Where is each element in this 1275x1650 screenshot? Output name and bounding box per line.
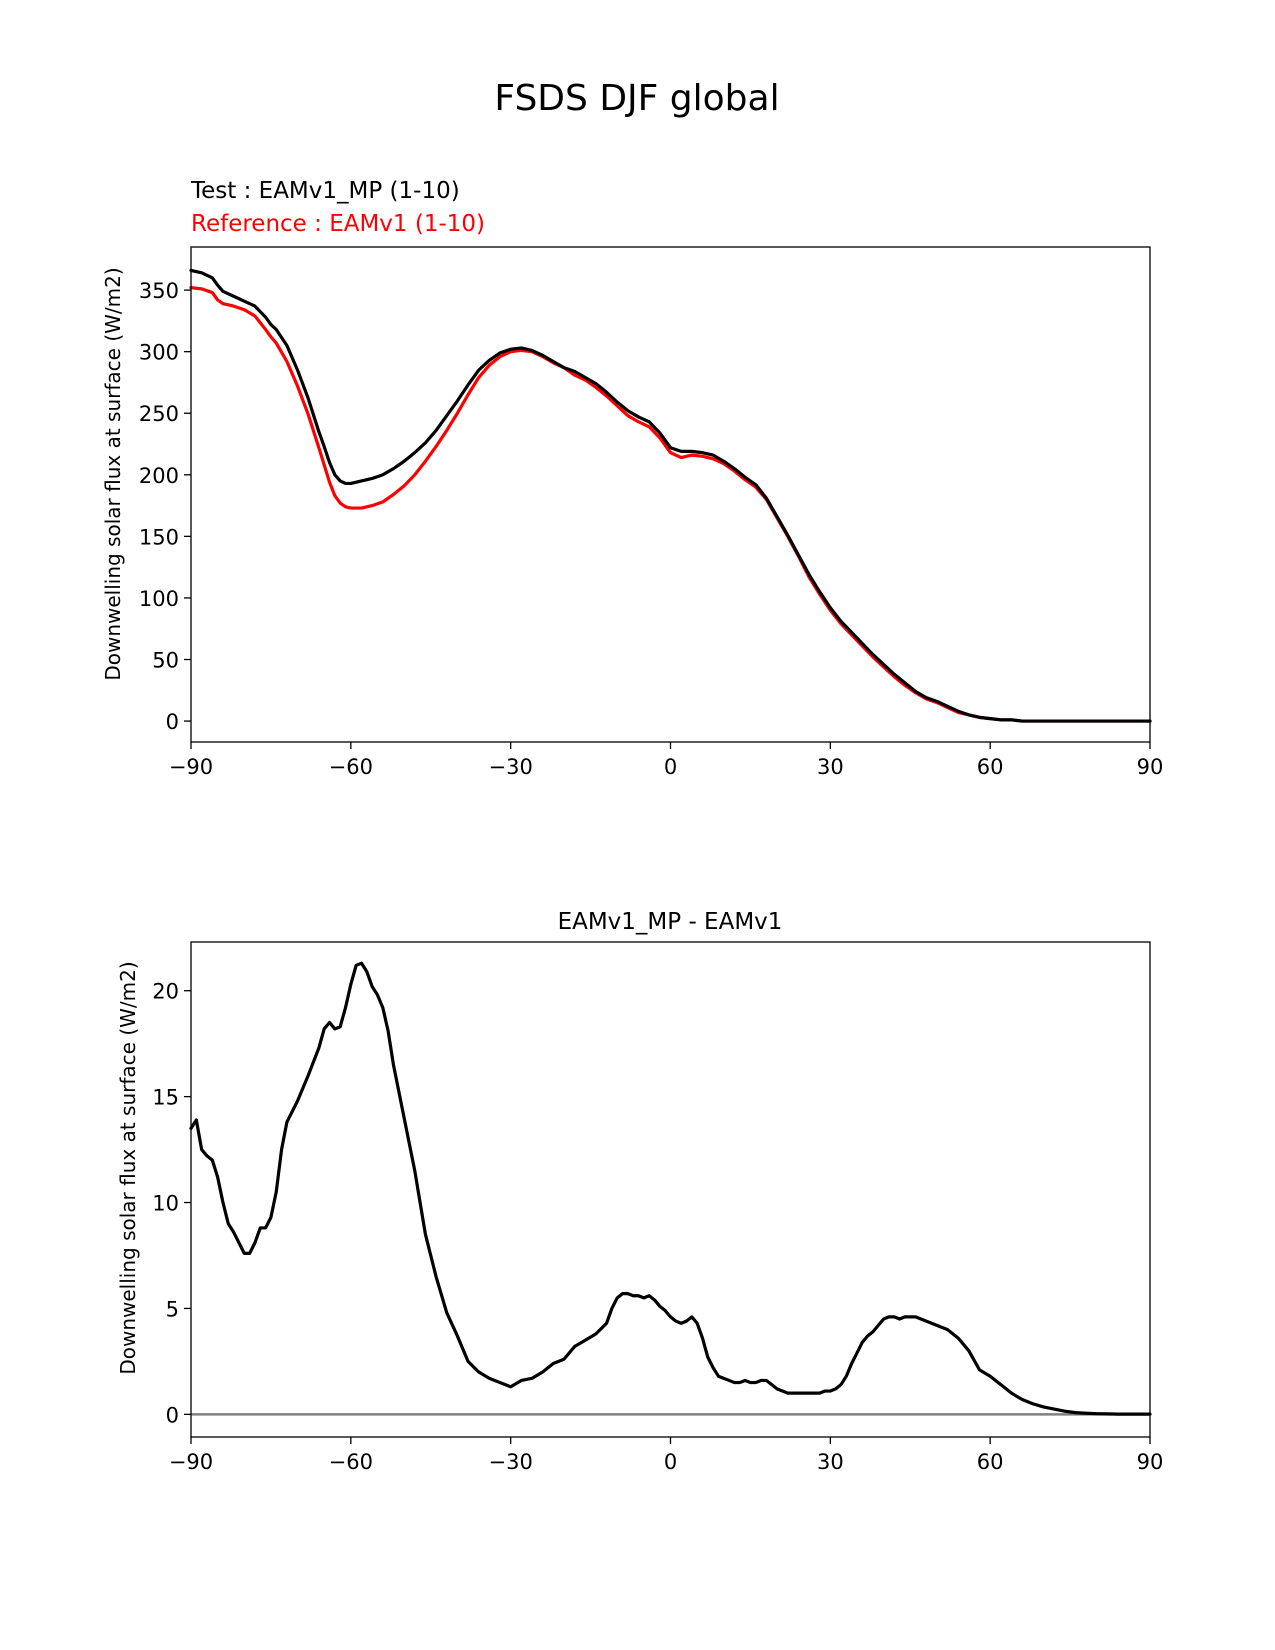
y-tick-label: 0 — [166, 1403, 179, 1427]
x-axis-ticks-top: −90 −60 −30 0 30 60 90 — [169, 742, 1164, 779]
y-tick-label: 200 — [139, 464, 179, 488]
y-axis-label-bottom: Downwelling solar flux at surface (W/m2) — [116, 961, 140, 1374]
x-axis-ticks-bottom: −90 −60 −30 0 30 60 90 — [169, 1437, 1164, 1474]
y-tick-label: 20 — [152, 980, 179, 1004]
x-tick-label: −60 — [329, 755, 373, 779]
y-tick-label: 100 — [139, 587, 179, 611]
x-tick-label: 60 — [977, 1450, 1004, 1474]
legend-test-label: Test : EAMv1_MP (1-10) — [190, 178, 460, 204]
y-axis-ticks-bottom: 0 5 10 15 20 — [152, 980, 191, 1427]
y-tick-label: 50 — [152, 649, 179, 673]
series-group-bottom — [189, 961, 1152, 1416]
x-tick-label: 90 — [1137, 1450, 1164, 1474]
y-tick-label: 300 — [139, 341, 179, 365]
figure-title: FSDS DJF global — [494, 78, 779, 119]
series-line-test — [189, 268, 1152, 723]
x-tick-label: −30 — [489, 1450, 533, 1474]
plot-frame-bottom — [190, 941, 1151, 1438]
x-tick-label: −90 — [169, 1450, 213, 1474]
x-tick-label: −60 — [329, 1450, 373, 1474]
y-tick-label: 250 — [139, 402, 179, 426]
y-tick-label: 15 — [152, 1086, 179, 1110]
y-tick-label: 150 — [139, 525, 179, 549]
legend-reference-label: Reference : EAMv1 (1-10) — [191, 211, 485, 237]
y-axis-label-top: Downwelling solar flux at surface (W/m2) — [101, 267, 125, 680]
x-tick-label: 90 — [1137, 755, 1164, 779]
plot-frame-top — [190, 246, 1151, 743]
x-tick-label: 60 — [977, 755, 1004, 779]
x-tick-label: −30 — [489, 755, 533, 779]
y-axis-ticks-top: 0 50 100 150 200 250 300 350 — [139, 279, 191, 734]
y-tick-label: 10 — [152, 1192, 179, 1216]
difference-chart-title: EAMv1_MP - EAMv1 — [558, 909, 783, 935]
x-tick-label: 30 — [817, 1450, 844, 1474]
y-tick-label: 350 — [139, 279, 179, 303]
series-line-difference — [189, 961, 1152, 1416]
x-tick-label: 30 — [817, 755, 844, 779]
x-tick-label: 0 — [664, 1450, 677, 1474]
chart-bottom-difference: EAMv1_MP - EAMv1 0 5 10 15 20 −90 −60 −30 0 30 60… — [116, 909, 1163, 1474]
x-tick-label: −90 — [169, 755, 213, 779]
x-tick-label: 0 — [664, 755, 677, 779]
y-tick-label: 0 — [166, 710, 179, 734]
y-tick-label: 5 — [166, 1297, 179, 1321]
chart-top-mean-profile: Test : EAMv1_MP (1-10) Reference : EAMv1… — [101, 178, 1163, 779]
series-group-top — [189, 268, 1152, 723]
